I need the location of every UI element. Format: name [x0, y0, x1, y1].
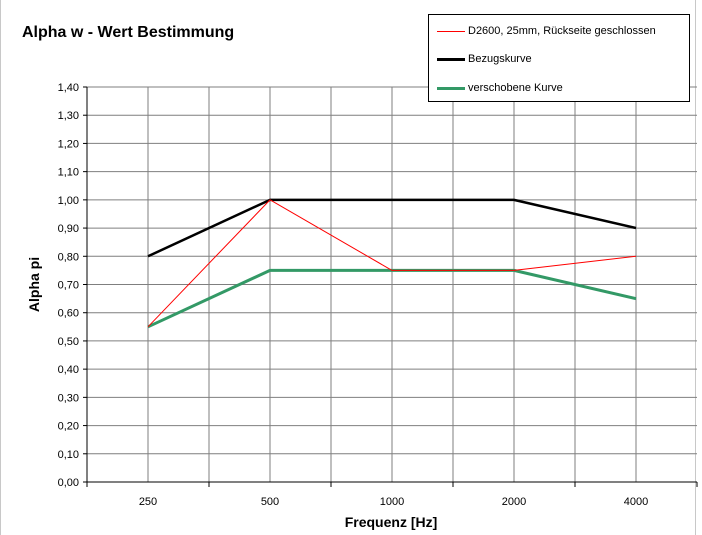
legend-label-3: verschobene Kurve	[468, 82, 563, 94]
series-line-1	[147, 199, 637, 328]
y-tick-label: 1,10	[58, 167, 79, 179]
legend-item-3: verschobene Kurve	[437, 80, 563, 96]
y-tick-label: 0,60	[58, 308, 79, 320]
y-tick-label: 1,40	[58, 82, 79, 94]
y-tick-label: 0,70	[58, 280, 79, 292]
y-tick-label: 0,90	[58, 223, 79, 235]
chart-title: Alpha w - Wert Bestimmung	[22, 24, 235, 41]
y-tick-label: 0,50	[58, 336, 79, 348]
frame-left-border	[0, 0, 1, 535]
series-line-2	[147, 198, 637, 258]
y-tick-label: 1,20	[58, 138, 79, 150]
x-tick-label: 250	[139, 496, 157, 508]
legend-item-1: D2600, 25mm, Rückseite geschlossen	[437, 23, 656, 39]
y-tick-label: 1,30	[58, 110, 79, 122]
y-axis-title: Alpha pi	[26, 257, 42, 312]
frame-right-border	[695, 0, 696, 535]
chart-legend: D2600, 25mm, Rückseite geschlossen Bezug…	[428, 14, 690, 102]
x-axis-title: Frequenz [Hz]	[345, 514, 438, 530]
legend-item-2: Bezugskurve	[437, 51, 532, 67]
y-tick-label: 0,30	[58, 392, 79, 404]
legend-swatch-3	[437, 86, 465, 90]
x-tick-label: 500	[261, 496, 279, 508]
y-tick-label: 0,20	[58, 421, 79, 433]
legend-label-1: D2600, 25mm, Rückseite geschlossen	[468, 25, 656, 37]
legend-swatch-2	[437, 57, 465, 61]
y-tick-label: 0,00	[58, 477, 79, 489]
x-tick-label: 4000	[624, 496, 648, 508]
legend-swatch-1	[437, 30, 465, 32]
x-tick-label: 2000	[502, 496, 526, 508]
y-tick-label: 1,00	[58, 195, 79, 207]
y-tick-label: 0,40	[58, 364, 79, 376]
y-tick-label: 0,80	[58, 251, 79, 263]
legend-label-2: Bezugskurve	[468, 53, 532, 65]
y-tick-label: 0,10	[58, 449, 79, 461]
x-tick-label: 1000	[380, 496, 404, 508]
